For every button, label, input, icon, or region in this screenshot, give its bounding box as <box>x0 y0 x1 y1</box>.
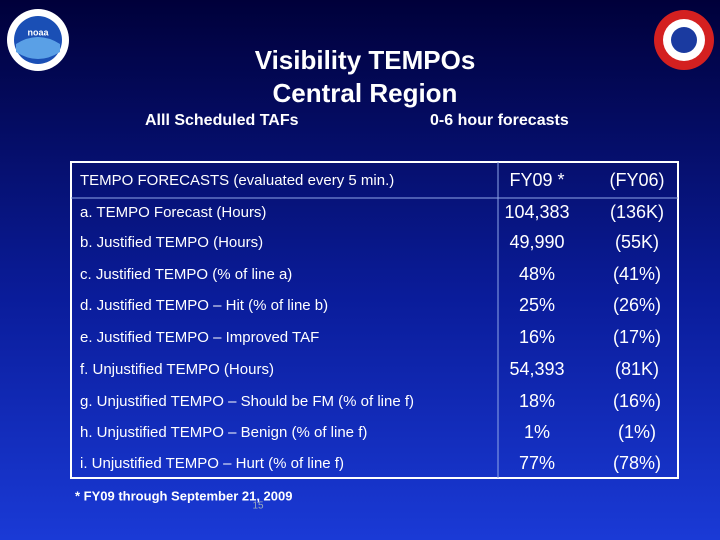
noaa-logo: noaa <box>7 9 69 71</box>
table-header-cell: FY09 * <box>509 170 564 190</box>
footnote: * FY09 through September 21, 2009 <box>75 488 292 503</box>
table-header-cell: TEMPO FORECASTS (evaluated every 5 min.) <box>80 172 394 189</box>
table-value: 16% <box>519 327 555 347</box>
table-value: 49,990 <box>509 232 564 252</box>
logo-label: noaa <box>27 27 49 37</box>
table-label: b. Justified TEMPO (Hours) <box>80 234 263 251</box>
table-value: (78%) <box>613 453 661 473</box>
table: TEMPO FORECASTS (evaluated every 5 min.)… <box>80 170 665 473</box>
table-value: 104,383 <box>504 202 569 222</box>
logo-wave <box>16 37 60 59</box>
table-label: i. Unjustified TEMPO – Hurt (% of line f… <box>80 455 344 472</box>
table-value: 18% <box>519 391 555 411</box>
table-label: e. Justified TEMPO – Improved TAF <box>80 329 319 346</box>
table-value: (26%) <box>613 295 661 315</box>
table-value: (17%) <box>613 327 661 347</box>
table-label: d. Justified TEMPO – Hit (% of line b) <box>80 297 328 314</box>
table-value: (41%) <box>613 264 661 284</box>
table-value: (136K) <box>610 202 664 222</box>
table-value: (81K) <box>615 359 659 379</box>
table-value: 1% <box>524 422 550 442</box>
table-value: 48% <box>519 264 555 284</box>
table-value: (55K) <box>615 232 659 252</box>
page-number: 15 <box>252 501 264 512</box>
table-label: g. Unjustified TEMPO – Should be FM (% o… <box>80 393 414 410</box>
table-border <box>70 161 679 479</box>
table-label: h. Unjustified TEMPO – Benign (% of line… <box>80 424 367 441</box>
logo-center <box>671 27 697 53</box>
table-value: 77% <box>519 453 555 473</box>
title: Central Region <box>273 78 458 108</box>
table-value: 54,393 <box>509 359 564 379</box>
title: Visibility TEMPOs <box>255 45 476 75</box>
table-label: a. TEMPO Forecast (Hours) <box>80 204 266 221</box>
table-value: (16%) <box>613 391 661 411</box>
table-value: 25% <box>519 295 555 315</box>
table-header-cell: (FY06) <box>609 170 664 190</box>
subtitle: Alll Scheduled TAFs <box>145 112 299 129</box>
table-label: c. Justified TEMPO (% of line a) <box>80 266 292 283</box>
table-value: (1%) <box>618 422 656 442</box>
subtitle: 0-6 hour forecasts <box>430 112 569 129</box>
nws-logo <box>654 10 714 70</box>
table-label: f. Unjustified TEMPO (Hours) <box>80 361 274 378</box>
